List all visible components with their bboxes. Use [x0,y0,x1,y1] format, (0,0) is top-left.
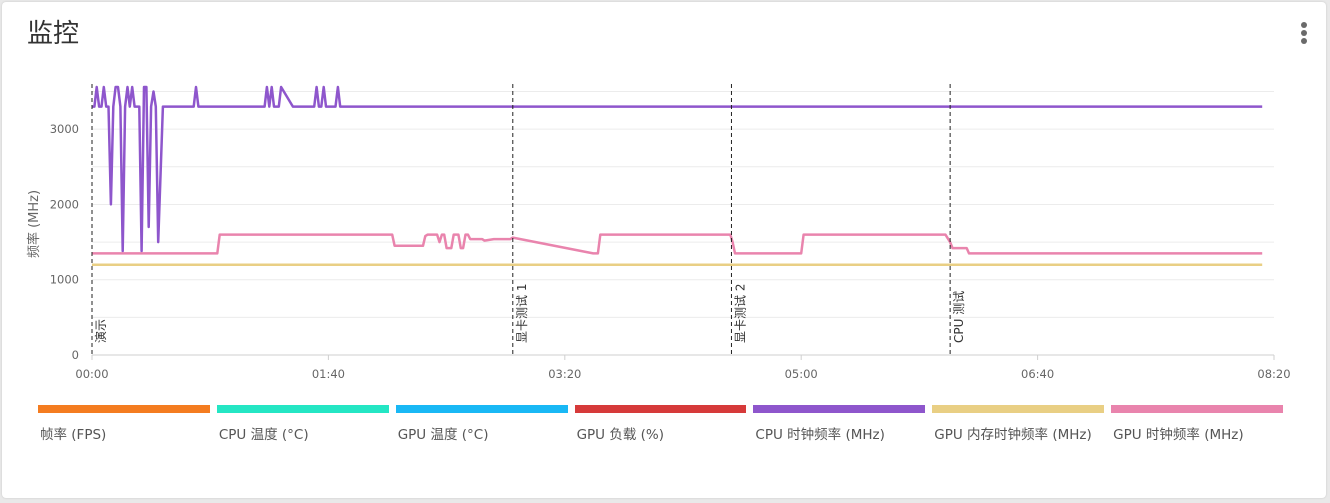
series-line [92,233,1263,255]
y-tick-label: 1000 [50,273,79,287]
event-marker-label: 演示 [93,319,108,343]
legend-item[interactable]: GPU 温度 (°C) [395,405,568,445]
event-marker-label: 显卡测试 2 [732,284,747,343]
legend-item[interactable]: GPU 负载 (%) [574,405,747,445]
legend-swatch [395,405,568,413]
legend-label: GPU 温度 (°C) [397,427,489,443]
legend-item[interactable]: GPU 时钟频率 (MHz) [1111,405,1283,445]
x-axis: 00:00 01:40 03:20 05:00 06:40 08:20 [75,354,1291,381]
x-tick-label: 06:40 [1021,367,1054,381]
legend-label: CPU 时钟频率 (MHz) [755,427,885,443]
legend-label: CPU 温度 (°C) [218,427,309,443]
x-tick-label: 03:20 [548,367,581,381]
chart-grid [92,91,1274,318]
y-axis-label: 频率 (MHz) [26,190,42,258]
legend-item[interactable]: GPU 内存时钟频率 (MHz) [932,405,1105,445]
page-title: 监控 [27,19,80,49]
x-tick-label: 01:40 [312,367,345,381]
y-axis: 0 1000 2000 3000 [50,122,79,362]
x-tick-label: 00:00 [75,367,108,381]
more-vertical-icon[interactable] [1298,22,1310,46]
legend-label: GPU 内存时钟频率 (MHz) [934,427,1092,443]
legend-label: 帧率 (FPS) [40,427,107,443]
legend-swatch [932,405,1105,413]
legend-label: GPU 负载 (%) [576,427,664,443]
x-tick-label: 08:20 [1257,367,1290,381]
chart-legend: 帧率 (FPS) CPU 温度 (°C) GPU 温度 (°C) GPU 负载 (%)… [38,405,1290,445]
legend-label: GPU 时钟频率 (MHz) [1113,427,1244,443]
legend-swatch [753,405,926,413]
legend-swatch [216,405,389,413]
chart-series [92,85,1263,266]
legend-swatch [574,405,747,413]
series-line [92,85,1263,253]
legend-item[interactable]: CPU 时钟频率 (MHz) [753,405,926,445]
legend-swatch [1111,405,1283,413]
x-tick-label: 05:00 [785,367,818,381]
legend-swatch [38,405,210,413]
y-tick-label: 3000 [50,122,79,136]
event-markers: 演示 显卡测试 1 显卡测试 2 CPU 测试 [91,84,966,355]
legend-item[interactable]: 帧率 (FPS) [38,405,210,445]
y-tick-label: 2000 [50,197,79,211]
event-marker-label: 显卡测试 1 [514,284,529,343]
legend-item[interactable]: CPU 温度 (°C) [216,405,389,445]
y-tick-label: 0 [72,348,79,362]
event-marker-label: CPU 测试 [951,291,966,343]
